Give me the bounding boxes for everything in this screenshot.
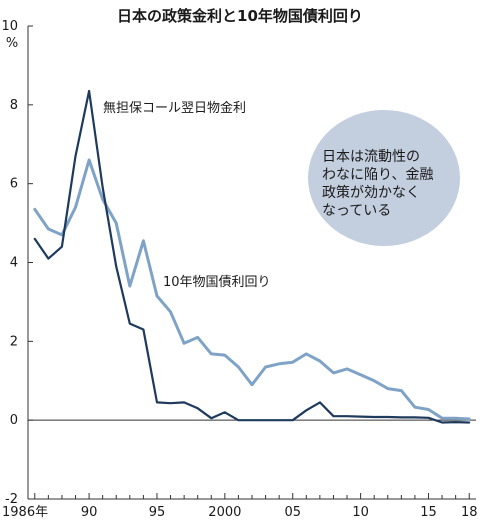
series-line-10y-yield: [33, 158, 471, 421]
x-tick-label: 1986年: [2, 505, 48, 520]
annotation-line-4: なっている: [322, 203, 391, 219]
series-line-call-rate: [33, 89, 471, 424]
annotation-line-2: わなに陥り、金融: [322, 166, 433, 183]
y-tick-label: 6: [10, 177, 18, 192]
axes: [27, 26, 476, 500]
y-axis-unit-label: %: [6, 36, 18, 51]
annotation-line-1: 日本は流動性の: [322, 149, 420, 165]
x-tick-label: 10: [352, 505, 369, 520]
series-lines: [33, 89, 471, 424]
series-label-call-rate: 無担保コール翌日物金利: [103, 100, 246, 116]
annotation-bubble: [308, 110, 460, 246]
x-tick-label: 90: [81, 505, 98, 520]
chart-title: 日本の政策金利と10年物国債利回り: [117, 7, 363, 25]
y-tick-label: -2: [5, 492, 18, 507]
y-tick-labels: -2 0 2 4 6 8 10: [1, 19, 33, 507]
x-tick-label: 15: [420, 505, 437, 520]
y-tick-label: 2: [10, 334, 18, 349]
annotation-line-3: 政策が効かなく: [322, 184, 420, 201]
y-tick-label: 8: [10, 98, 18, 113]
x-tick-label: 05: [284, 505, 301, 520]
x-tick-label: 18: [461, 505, 478, 520]
x-tick-label: 2000: [208, 505, 241, 520]
x-tick-labels: 1986年 90 95 2000 05 10 15 18: [2, 493, 477, 520]
y-tick-label: 10: [1, 19, 18, 34]
x-tick-label: 95: [149, 505, 166, 520]
y-tick-label: 4: [10, 256, 18, 271]
y-tick-label: 0: [10, 413, 18, 428]
series-label-10y-yield: 10年物国債利回り: [163, 275, 271, 290]
